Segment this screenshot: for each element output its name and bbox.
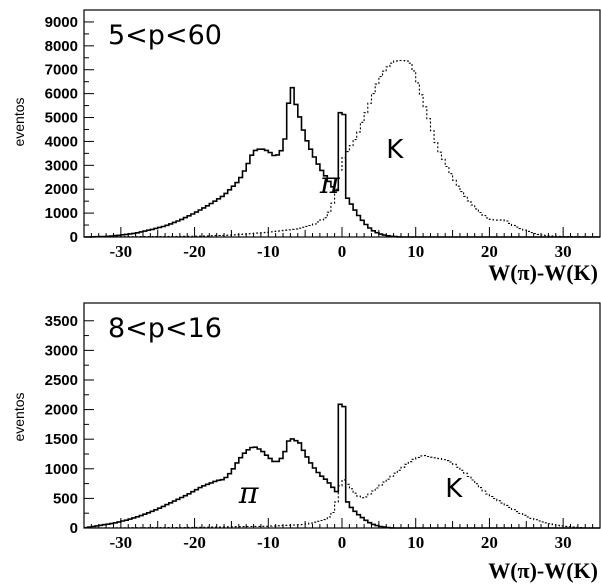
x-tick-label: -10 xyxy=(257,533,280,552)
series-pion xyxy=(84,86,600,238)
x-tick-label: 0 xyxy=(338,533,347,552)
momentum-range-label: 8<p<16 xyxy=(108,313,222,344)
y-tick-label: 0 xyxy=(70,229,78,246)
y-ticks: 0 1000 2000 3000 4000 5000 6000 7000 8000 9000 xyxy=(45,14,94,246)
x-tick-label: 20 xyxy=(481,242,498,261)
series-layer: πK xyxy=(84,59,600,238)
x-tick-label: -30 xyxy=(110,533,133,552)
y-axis-label: eventos xyxy=(11,392,27,441)
panel-top: -30 -20 -10 0 10 20 30 0 1000 2000 3000 4000 5000 60… xyxy=(11,9,601,285)
y-tick-label: 3000 xyxy=(45,342,78,359)
x-tick-label: 10 xyxy=(407,533,424,552)
y-tick-label: 2000 xyxy=(45,181,78,198)
y-tick-label: 5000 xyxy=(45,110,78,127)
y-tick-label: 2500 xyxy=(45,372,78,389)
kaon-curve-label: K xyxy=(386,135,404,165)
y-tick-label: 7000 xyxy=(45,62,78,79)
momentum-range-label: 5<p<60 xyxy=(108,20,222,51)
y-tick-label: 3500 xyxy=(45,313,78,330)
panel-bottom: -30 -20 -10 0 10 20 30 0 500 1000 1500 2000 2500 300… xyxy=(11,302,601,583)
x-tick-label: 30 xyxy=(555,533,572,552)
x-tick-label: 20 xyxy=(481,533,498,552)
x-ticks: -30 -20 -10 0 10 20 30 xyxy=(83,227,601,261)
y-axis-label: eventos xyxy=(11,97,27,146)
series-kaon xyxy=(84,455,600,529)
x-tick-label: -20 xyxy=(183,242,206,261)
x-tick-label: -20 xyxy=(183,533,206,552)
series-kaon xyxy=(84,59,600,238)
y-tick-label: 4000 xyxy=(45,133,78,150)
x-axis-label: W(π)-W(K) xyxy=(488,558,598,583)
x-tick-label: 10 xyxy=(407,242,424,261)
pion-curve-label: π xyxy=(319,166,341,201)
y-tick-label: 6000 xyxy=(45,86,78,103)
y-tick-label: 9000 xyxy=(45,14,78,31)
y-tick-label: 500 xyxy=(53,490,78,507)
y-tick-label: 0 xyxy=(70,520,78,537)
x-tick-label: 30 xyxy=(555,242,572,261)
kaon-curve-label: K xyxy=(445,474,463,504)
y-tick-label: 3000 xyxy=(45,157,78,174)
y-tick-label: 2000 xyxy=(45,402,78,419)
y-tick-label: 8000 xyxy=(45,38,78,55)
series-pion xyxy=(84,403,600,529)
x-tick-label: -10 xyxy=(257,242,280,261)
x-axis-label: W(π)-W(K) xyxy=(488,260,598,285)
x-ticks: -30 -20 -10 0 10 20 30 xyxy=(83,518,601,552)
y-ticks: 0 500 1000 1500 2000 2500 3000 3500 xyxy=(45,313,94,537)
y-tick-label: 1500 xyxy=(45,431,78,448)
y-tick-label: 1000 xyxy=(45,205,78,222)
y-tick-label: 1000 xyxy=(45,461,78,478)
x-tick-label: -30 xyxy=(110,242,133,261)
x-tick-label: 0 xyxy=(338,242,347,261)
pion-curve-label: π xyxy=(238,476,260,511)
